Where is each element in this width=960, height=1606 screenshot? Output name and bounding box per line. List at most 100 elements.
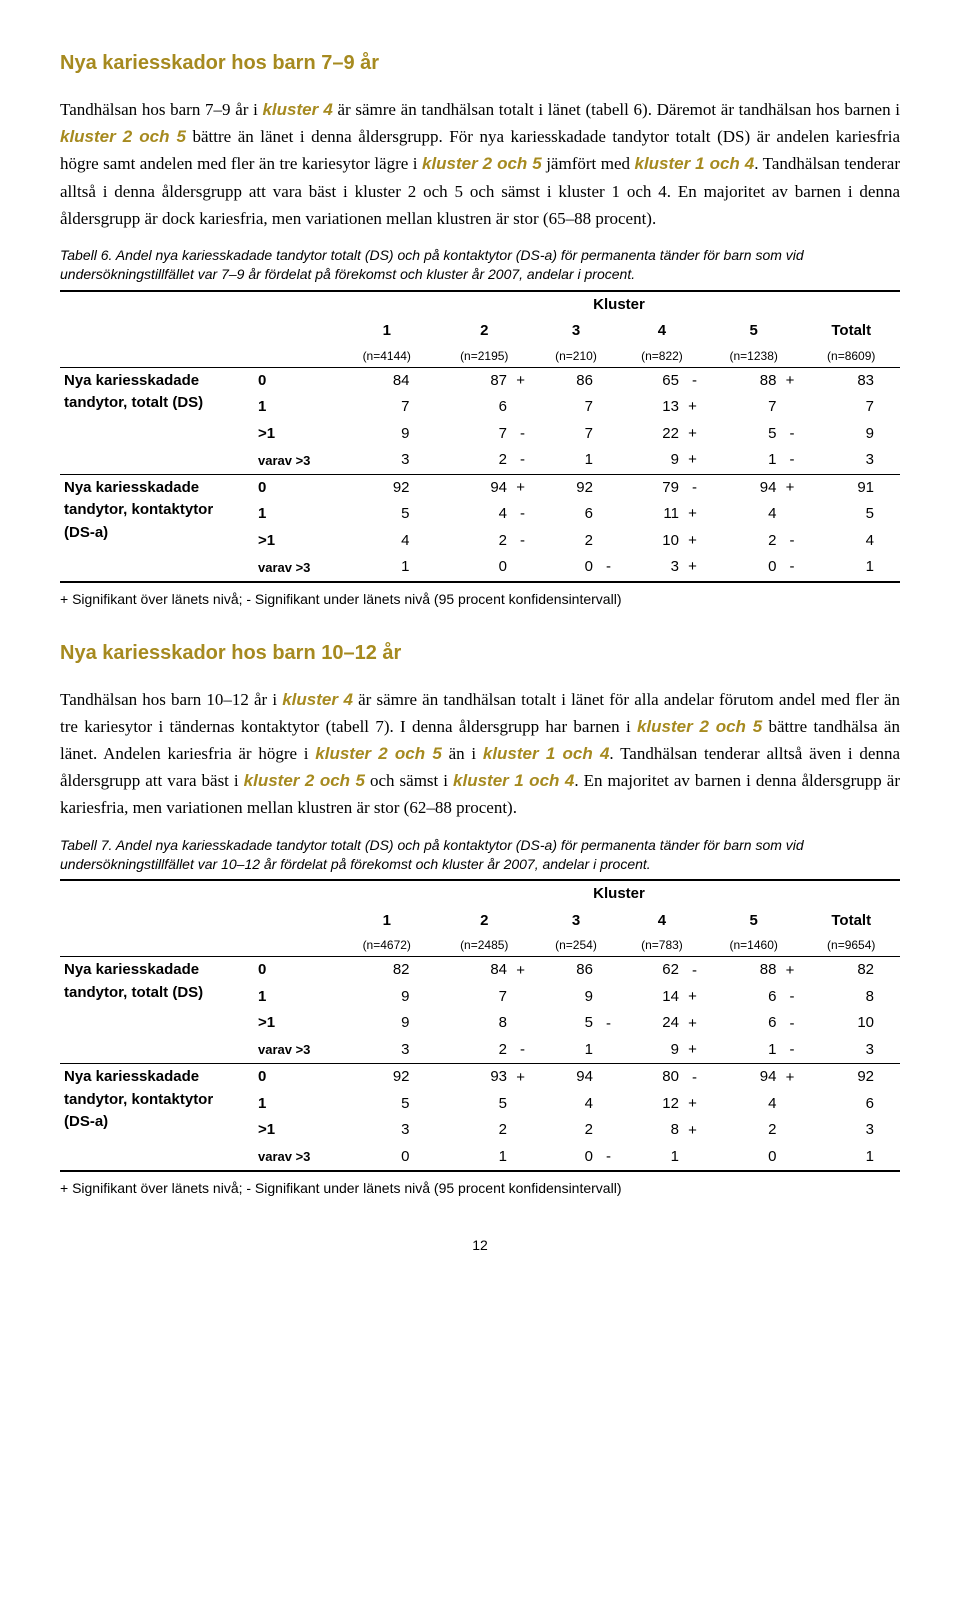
col-header: 2: [436, 908, 534, 935]
cell-value: 5-: [705, 421, 803, 448]
cell-value: 86: [533, 368, 619, 395]
col-header: 3: [533, 908, 619, 935]
cell-value: 82: [338, 957, 436, 984]
cell-value: 86: [533, 957, 619, 984]
table6: Kluster12345Totalt(n=4144)(n=2195)(n=210…: [60, 290, 900, 583]
cell-value: 6: [533, 501, 619, 528]
kluster-header: Kluster: [338, 881, 900, 908]
table6-footnote: + Signifikant över länets nivå; - Signif…: [60, 589, 900, 610]
cell-value: 4: [705, 501, 803, 528]
cell-value: 3: [338, 1117, 436, 1144]
row-sublabel: 0: [258, 475, 338, 502]
accent-text: kluster 2 och 5: [422, 154, 542, 173]
cell-value: 7: [533, 394, 619, 421]
cell-value: 7: [705, 394, 803, 421]
cell-value: 94+: [705, 475, 803, 502]
col-n: (n=783): [619, 934, 705, 957]
cell-value: 2: [436, 1117, 534, 1144]
row-sublabel: >1: [258, 1117, 338, 1144]
cell-value: 3: [338, 447, 436, 474]
accent-text: kluster 2 och 5: [60, 127, 186, 146]
cell-value: 62-: [619, 957, 705, 984]
cell-value: 0: [436, 554, 534, 582]
cell-value: 2-: [705, 528, 803, 555]
col-header: Totalt: [802, 908, 900, 935]
cell-value: 2: [705, 1117, 803, 1144]
col-n: (n=2485): [436, 934, 534, 957]
col-header: 4: [619, 908, 705, 935]
cell-value: 94: [533, 1064, 619, 1091]
page-number: 12: [60, 1235, 900, 1256]
cell-value: 2: [533, 1117, 619, 1144]
cell-value: 4: [533, 1091, 619, 1118]
cell-value: 87+: [436, 368, 534, 395]
col-header: 5: [705, 908, 803, 935]
cell-value: 9: [338, 421, 436, 448]
cell-value: 9+: [619, 447, 705, 474]
cell-value: 7: [533, 421, 619, 448]
cell-value: 6: [802, 1091, 900, 1118]
table7: Kluster12345Totalt(n=4672)(n=2485)(n=254…: [60, 879, 900, 1172]
cell-value: 65-: [619, 368, 705, 395]
section1-heading: Nya kariesskador hos barn 7–9 år: [60, 48, 900, 78]
cell-value: 2-: [436, 1037, 534, 1064]
row-sublabel: 1: [258, 501, 338, 528]
col-n: (n=2195): [436, 345, 534, 368]
cell-value: 5: [802, 501, 900, 528]
cell-value: 9: [338, 984, 436, 1011]
accent-text: kluster 2 och 5: [315, 744, 442, 763]
cell-value: 1: [338, 554, 436, 582]
cell-value: 9: [802, 421, 900, 448]
accent-text: kluster 4: [262, 100, 332, 119]
section2-paragraph: Tandhälsan hos barn 10–12 år i kluster 4…: [60, 686, 900, 822]
cell-value: 6-: [705, 1010, 803, 1037]
cell-value: 88+: [705, 368, 803, 395]
cell-value: 1: [802, 554, 900, 582]
accent-text: kluster 2 och 5: [637, 717, 762, 736]
cell-value: 93+: [436, 1064, 534, 1091]
cell-value: 7-: [436, 421, 534, 448]
cell-value: 4: [705, 1091, 803, 1118]
cell-value: 1-: [705, 447, 803, 474]
row-sublabel: >1: [258, 1010, 338, 1037]
col-n: (n=1238): [705, 345, 803, 368]
accent-text: kluster 2 och 5: [244, 771, 365, 790]
col-n: (n=210): [533, 345, 619, 368]
accent-text: kluster 1 och 4: [634, 154, 754, 173]
cell-value: 5: [338, 1091, 436, 1118]
cell-value: 2: [533, 528, 619, 555]
col-header: 5: [705, 318, 803, 345]
accent-text: kluster 1 och 4: [453, 771, 574, 790]
cell-value: 79-: [619, 475, 705, 502]
cell-value: 1: [436, 1144, 534, 1172]
cell-value: 7: [436, 984, 534, 1011]
cell-value: 92: [338, 475, 436, 502]
cell-value: 10+: [619, 528, 705, 555]
row-sublabel: 1: [258, 394, 338, 421]
cell-value: 3: [338, 1037, 436, 1064]
cell-value: 84+: [436, 957, 534, 984]
cell-value: 5: [338, 501, 436, 528]
row-group-label: Nya kariesskadade tandytor, totalt (DS): [60, 368, 250, 475]
cell-value: 0: [338, 1144, 436, 1172]
col-n: (n=4672): [338, 934, 436, 957]
cell-value: 22+: [619, 421, 705, 448]
cell-value: 88+: [705, 957, 803, 984]
col-header: 4: [619, 318, 705, 345]
cell-value: 3: [802, 447, 900, 474]
cell-value: 0: [705, 1144, 803, 1172]
row-sublabel: >1: [258, 421, 338, 448]
cell-value: 3: [802, 1117, 900, 1144]
cell-value: 2-: [436, 528, 534, 555]
col-header: 1: [338, 318, 436, 345]
accent-text: kluster 4: [282, 690, 353, 709]
col-n: (n=254): [533, 934, 619, 957]
cell-value: 6: [436, 394, 534, 421]
cell-value: 10: [802, 1010, 900, 1037]
cell-value: 7: [338, 394, 436, 421]
cell-value: 13+: [619, 394, 705, 421]
row-sublabel: 1: [258, 1091, 338, 1118]
cell-value: 1: [802, 1144, 900, 1172]
row-sublabel: varav >3: [258, 1144, 338, 1172]
row-sublabel: 0: [258, 1064, 338, 1091]
